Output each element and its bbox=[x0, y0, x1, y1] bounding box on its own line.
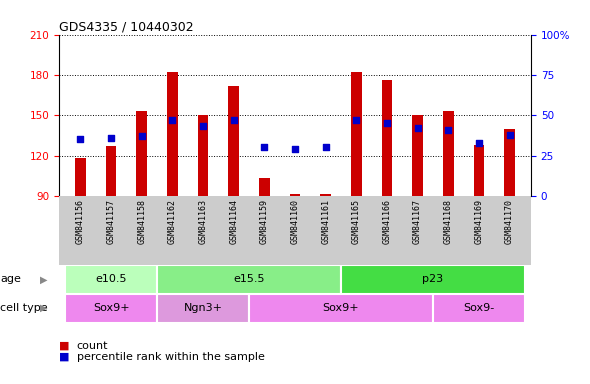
Text: GSM841165: GSM841165 bbox=[352, 199, 361, 244]
Text: p23: p23 bbox=[422, 274, 444, 285]
Point bbox=[444, 127, 453, 133]
Text: ▶: ▶ bbox=[40, 274, 47, 285]
Point bbox=[168, 117, 177, 123]
Text: age: age bbox=[0, 274, 21, 285]
Text: GSM841157: GSM841157 bbox=[107, 199, 116, 244]
Text: GSM841156: GSM841156 bbox=[76, 199, 85, 244]
Text: GSM841163: GSM841163 bbox=[199, 199, 208, 244]
Bar bbox=[167, 72, 178, 196]
Text: Ngn3+: Ngn3+ bbox=[183, 303, 222, 313]
Text: ■: ■ bbox=[59, 352, 70, 362]
Text: GSM841166: GSM841166 bbox=[382, 199, 391, 244]
Point bbox=[260, 144, 269, 151]
Point bbox=[352, 117, 361, 123]
Bar bbox=[198, 115, 208, 196]
Bar bbox=[443, 111, 454, 196]
Text: Sox9-: Sox9- bbox=[463, 303, 494, 313]
Text: GSM841158: GSM841158 bbox=[137, 199, 146, 244]
Point bbox=[198, 123, 208, 129]
Text: GSM841160: GSM841160 bbox=[290, 199, 300, 244]
Point bbox=[413, 125, 422, 131]
Bar bbox=[65, 265, 157, 294]
Point bbox=[321, 144, 330, 151]
Bar bbox=[351, 72, 362, 196]
Point bbox=[382, 120, 392, 126]
Bar bbox=[106, 146, 116, 196]
Text: GSM841167: GSM841167 bbox=[413, 199, 422, 244]
Text: count: count bbox=[77, 341, 108, 351]
Text: Sox9+: Sox9+ bbox=[93, 303, 129, 313]
Bar bbox=[412, 115, 423, 196]
Text: GSM841170: GSM841170 bbox=[505, 199, 514, 244]
Bar bbox=[290, 194, 300, 196]
Bar bbox=[75, 158, 86, 196]
Point bbox=[474, 139, 484, 146]
Bar bbox=[341, 265, 525, 294]
Bar bbox=[65, 294, 157, 323]
Bar bbox=[157, 265, 341, 294]
Bar bbox=[474, 145, 484, 196]
Bar bbox=[157, 294, 249, 323]
Bar bbox=[320, 194, 331, 196]
Bar bbox=[259, 178, 270, 196]
Text: GSM841164: GSM841164 bbox=[229, 199, 238, 244]
Text: e10.5: e10.5 bbox=[96, 274, 127, 285]
Text: cell type: cell type bbox=[0, 303, 48, 313]
Point bbox=[106, 135, 116, 141]
Point bbox=[76, 136, 85, 142]
Text: GSM841161: GSM841161 bbox=[321, 199, 330, 244]
Text: e15.5: e15.5 bbox=[233, 274, 265, 285]
Text: percentile rank within the sample: percentile rank within the sample bbox=[77, 352, 264, 362]
Text: GSM841169: GSM841169 bbox=[474, 199, 483, 244]
Text: GDS4335 / 10440302: GDS4335 / 10440302 bbox=[59, 20, 194, 33]
Point bbox=[290, 146, 300, 152]
Text: GSM841162: GSM841162 bbox=[168, 199, 177, 244]
Text: Sox9+: Sox9+ bbox=[323, 303, 359, 313]
Bar bbox=[382, 80, 392, 196]
Bar bbox=[433, 294, 525, 323]
Text: ▶: ▶ bbox=[40, 303, 47, 313]
Text: GSM841168: GSM841168 bbox=[444, 199, 453, 244]
Text: GSM841159: GSM841159 bbox=[260, 199, 269, 244]
Text: ■: ■ bbox=[59, 341, 70, 351]
Bar bbox=[504, 129, 515, 196]
Point bbox=[229, 117, 238, 123]
Bar bbox=[249, 294, 433, 323]
Point bbox=[137, 133, 146, 139]
Bar bbox=[228, 86, 239, 196]
Bar bbox=[136, 111, 147, 196]
Point bbox=[505, 131, 514, 137]
